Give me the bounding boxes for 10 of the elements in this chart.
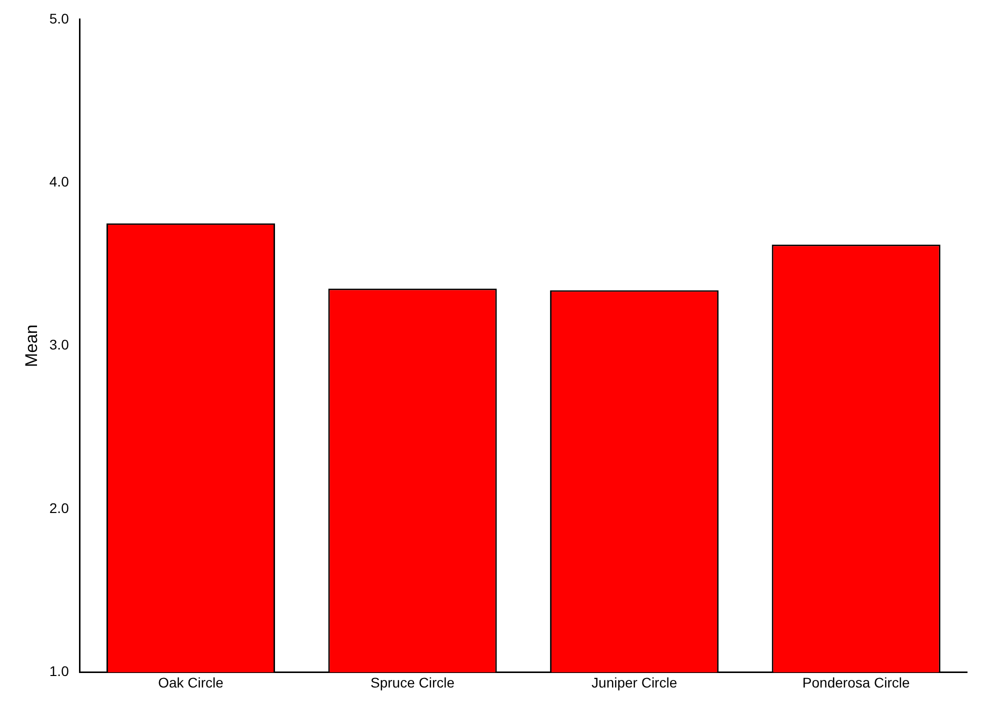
x-tick-label: Juniper Circle xyxy=(592,674,678,690)
x-tick-label: Oak Circle xyxy=(158,674,224,690)
y-tick-label: 5.0 xyxy=(49,10,70,26)
x-tick-label: Ponderosa Circle xyxy=(802,674,910,690)
x-tick-label: Spruce Circle xyxy=(370,674,455,690)
y-tick-label: 2.0 xyxy=(49,500,70,516)
y-tick-label: 1.0 xyxy=(49,663,70,680)
y-tick-label: 3.0 xyxy=(49,336,70,353)
y-tick-label: 4.0 xyxy=(49,173,70,190)
y-axis-title: Mean xyxy=(22,324,41,368)
